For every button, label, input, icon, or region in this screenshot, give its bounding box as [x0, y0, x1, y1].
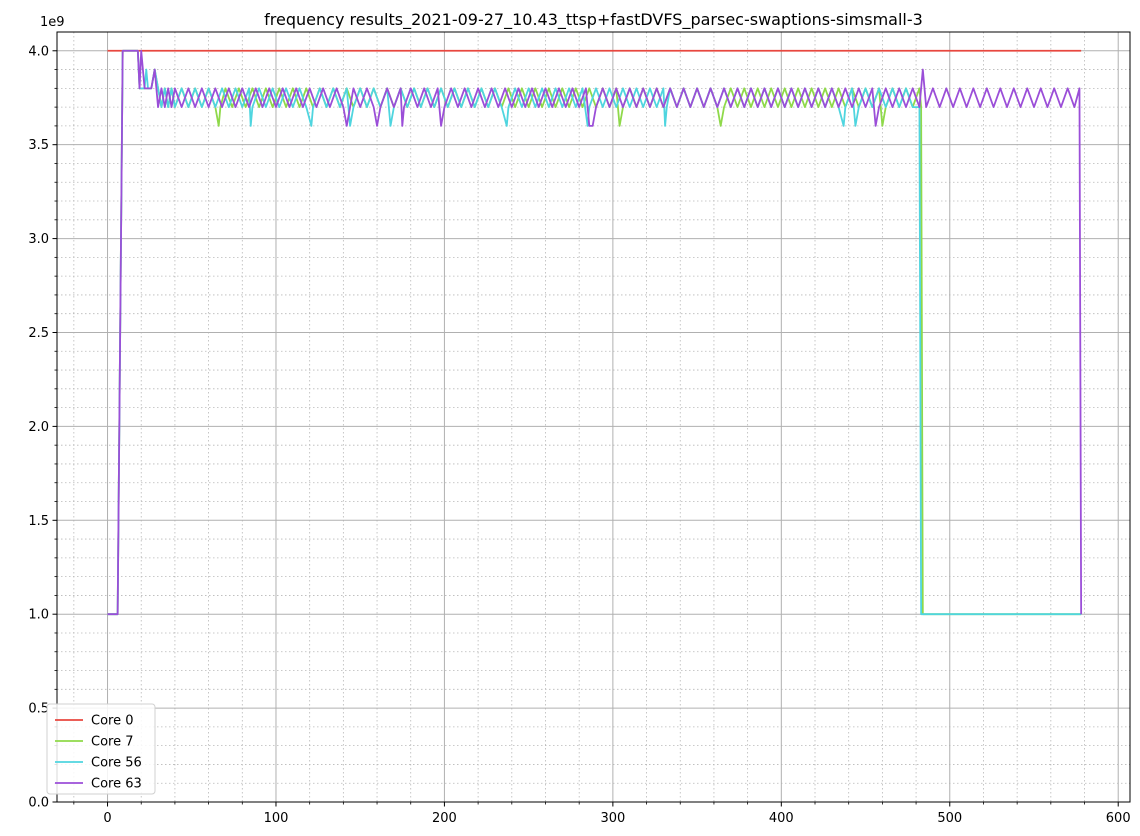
- y-tick-label: 1.0: [28, 608, 49, 623]
- legend-box: [46, 703, 156, 795]
- y-tick-label: 3.0: [28, 232, 49, 247]
- x-tick-label: 600: [1106, 811, 1131, 826]
- legend-label: Core 63: [91, 777, 142, 792]
- y-tick-label: 2.5: [28, 326, 49, 341]
- x-tick-label: 0: [103, 811, 111, 826]
- y-axis-scale-label: 1e9: [40, 15, 65, 30]
- major-gridlines: [57, 32, 1130, 803]
- y-tick-label: 0.0: [28, 796, 49, 811]
- x-tick-label: 100: [264, 811, 289, 826]
- y-tick-label: 4.0: [28, 44, 49, 59]
- legend-label: Core 56: [91, 756, 142, 771]
- minor-gridlines: [57, 32, 1130, 802]
- x-tick-label: 300: [600, 811, 625, 826]
- legend-label: Core 7: [91, 735, 134, 750]
- x-tick-label: 200: [432, 811, 457, 826]
- series-lines: [107, 49, 1083, 616]
- y-tick-label: 3.5: [28, 138, 49, 153]
- series-line-core-63: [107, 49, 1083, 616]
- legend: Core 0 Core 7 Core 56 Core 63: [46, 703, 156, 795]
- y-tick-label: 1.5: [28, 514, 49, 529]
- x-tick-label: 400: [769, 811, 794, 826]
- x-tick-label: 500: [937, 811, 962, 826]
- y-tick-label: 0.5: [28, 702, 49, 717]
- x-axis-ticks: 0 100 200 300 400 500 600: [73, 802, 1131, 826]
- chart-title: frequency results_2021-09-27_10.43_ttsp+…: [264, 10, 923, 30]
- y-tick-label: 2.0: [28, 420, 49, 435]
- series-line-core-7: [107, 49, 1082, 616]
- legend-label: Core 0: [91, 714, 134, 729]
- plot-frame: [56, 31, 1131, 803]
- y-axis-ticks: 0.0 0.5 1.0 1.5 2.0 2.5 3.0 3.5 4.0: [28, 44, 57, 811]
